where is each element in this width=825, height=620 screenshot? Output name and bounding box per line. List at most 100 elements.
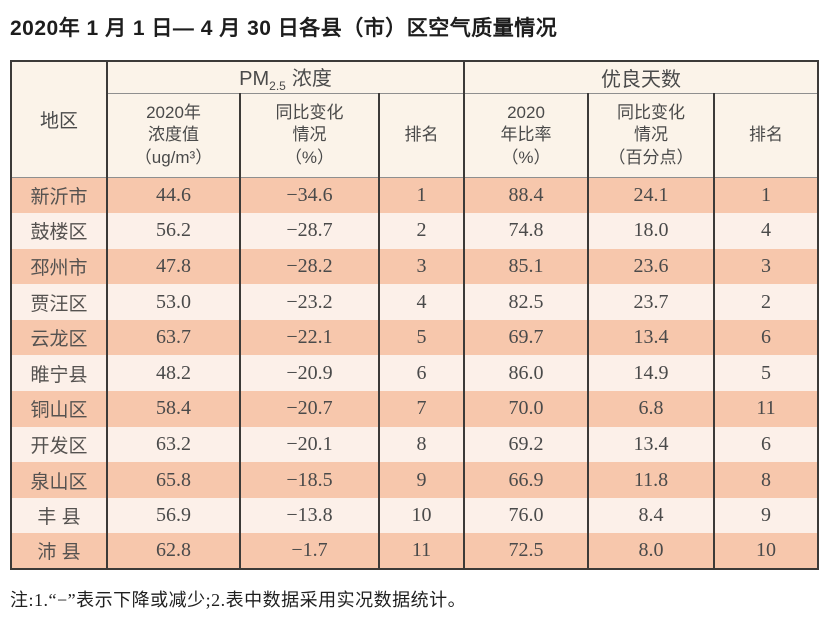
good-ratio-cell: 86.0 [463,355,589,392]
pm-value-cell: 58.4 [106,391,241,427]
good-rank-cell: 11 [712,391,820,427]
pm-rank-cell: 6 [378,355,465,392]
good-ratio-cell: 69.7 [463,319,589,356]
pm-change-cell: −18.5 [239,462,380,498]
pm-value-cell: 63.7 [106,319,241,356]
column-header-good-rank: 排名 [712,93,820,178]
good-rank-cell: 5 [712,355,820,392]
good-change-cell: 23.7 [587,284,715,320]
region-cell: 云龙区 [10,319,108,356]
region-cell: 丰 县 [10,497,108,534]
pm-change-cell: −34.6 [239,177,380,214]
good-ratio-cell: 88.4 [463,177,589,214]
region-cell: 泉山区 [10,462,108,498]
region-cell: 睢宁县 [10,355,108,392]
table-body: 新沂市 44.6 −34.6 1 88.4 24.1 1 鼓楼区 56.2 −2… [10,177,820,570]
pm-rank-cell: 2 [378,213,465,249]
good-ratio-cell: 74.8 [463,213,589,249]
table-row: 睢宁县 48.2 −20.9 6 86.0 14.9 5 [10,355,820,392]
good-change-cell: 8.4 [587,497,715,534]
table-row: 开发区 63.2 −20.1 8 69.2 13.4 6 [10,426,820,463]
good-rank-cell: 6 [712,426,820,463]
pm-change-cell: −20.7 [239,391,380,427]
pm-change-cell: −28.2 [239,248,380,285]
pm-change-cell: −20.1 [239,426,380,463]
good-ratio-cell: 85.1 [463,248,589,285]
pm-rank-cell: 5 [378,319,465,356]
good-rank-cell: 1 [712,177,820,214]
good-ratio-cell: 76.0 [463,497,589,534]
good-ratio-cell: 66.9 [463,462,589,498]
pm-value-cell: 63.2 [106,426,241,463]
pm-value-cell: 48.2 [106,355,241,392]
pm-value-cell: 56.9 [106,497,241,534]
pm-value-cell: 56.2 [106,213,241,249]
good-ratio-cell: 72.5 [463,533,589,570]
page-title: 2020年 1 月 1 日— 4 月 30 日各县（市）区空气质量情况 [10,17,558,40]
pm-value-cell: 53.0 [106,284,241,320]
pm-rank-cell: 10 [378,497,465,534]
pm-subscript: 2.5 [269,79,286,93]
good-rank-cell: 3 [712,248,820,285]
pm-rank-cell: 3 [378,248,465,285]
column-header-region: 地区 [10,61,108,178]
good-rank-cell: 6 [712,319,820,356]
column-header-pm-change: 同比变化 情况 （%） [239,93,380,178]
sub-header-row: 2020年 浓度值 （ug/m³） 同比变化 情况 （%） 排名 2020 年比… [11,93,820,178]
good-ratio-cell: 82.5 [463,284,589,320]
region-cell: 邳州市 [10,248,108,285]
good-change-cell: 11.8 [587,462,715,498]
good-change-cell: 24.1 [587,177,715,214]
pm-rank-cell: 9 [378,462,465,498]
good-ratio-cell: 70.0 [463,391,589,427]
region-cell: 鼓楼区 [10,213,108,249]
good-change-cell: 13.4 [587,319,715,356]
table-row: 鼓楼区 56.2 −28.7 2 74.8 18.0 4 [10,213,820,249]
region-cell: 开发区 [10,426,108,463]
good-rank-cell: 4 [712,213,820,249]
pm-rank-cell: 11 [378,533,465,570]
pm-change-cell: −23.2 [239,284,380,320]
good-rank-cell: 2 [712,284,820,320]
pm-change-cell: −20.9 [239,355,380,392]
good-change-cell: 23.6 [587,248,715,285]
good-change-cell: 14.9 [587,355,715,392]
pm-label: PM [239,68,270,90]
air-quality-table: 地区 PM2.5 浓度 优良天数 2020年 浓度值 （ug/m³） 同比变化 情… [10,60,820,571]
pm-change-cell: −13.8 [239,497,380,534]
pm-change-cell: −1.7 [239,533,380,570]
pm-rank-cell: 1 [378,177,465,214]
good-change-cell: 8.0 [587,533,715,570]
good-rank-cell: 10 [712,533,820,570]
good-change-cell: 18.0 [587,213,715,249]
region-cell: 新沂市 [10,177,108,214]
table-row: 新沂市 44.6 −34.6 1 88.4 24.1 1 [10,177,820,214]
pm-concentration-label: 浓度 [291,68,332,90]
pm-value-cell: 44.6 [106,177,241,214]
table-row: 云龙区 63.7 −22.1 5 69.7 13.4 6 [10,319,820,356]
pm-rank-cell: 4 [378,284,465,320]
pm-value-cell: 65.8 [106,462,241,498]
pm-rank-cell: 7 [378,391,465,427]
region-cell: 沛 县 [10,533,108,570]
table-header: 地区 PM2.5 浓度 优良天数 2020年 浓度值 （ug/m³） 同比变化 情… [10,61,820,178]
pm-value-cell: 47.8 [106,248,241,285]
column-header-good-ratio: 2020 年比率 （%） [463,93,589,178]
region-cell: 铜山区 [10,391,108,427]
good-rank-cell: 8 [712,462,820,498]
column-header-pm-value: 2020年 浓度值 （ug/m³） [106,93,241,178]
group-header-row: 地区 PM2.5 浓度 优良天数 [10,61,820,178]
good-rank-cell: 9 [712,497,820,534]
table-row: 丰 县 56.9 −13.8 10 76.0 8.4 9 [10,497,820,534]
pm-change-cell: −22.1 [239,319,380,356]
column-group-good-days: 优良天数 [462,61,820,94]
table-row: 贾汪区 53.0 −23.2 4 82.5 23.7 2 [10,284,820,320]
table-row: 邳州市 47.8 −28.2 3 85.1 23.6 3 [10,248,820,285]
pm-rank-cell: 8 [378,426,465,463]
pm-value-cell: 62.8 [106,533,241,570]
table-row: 沛 县 62.8 −1.7 11 72.5 8.0 10 [10,533,820,570]
column-header-good-change: 同比变化 情况 （百分点） [587,93,715,178]
good-change-cell: 6.8 [587,391,715,427]
pm-change-cell: −28.7 [239,213,380,249]
